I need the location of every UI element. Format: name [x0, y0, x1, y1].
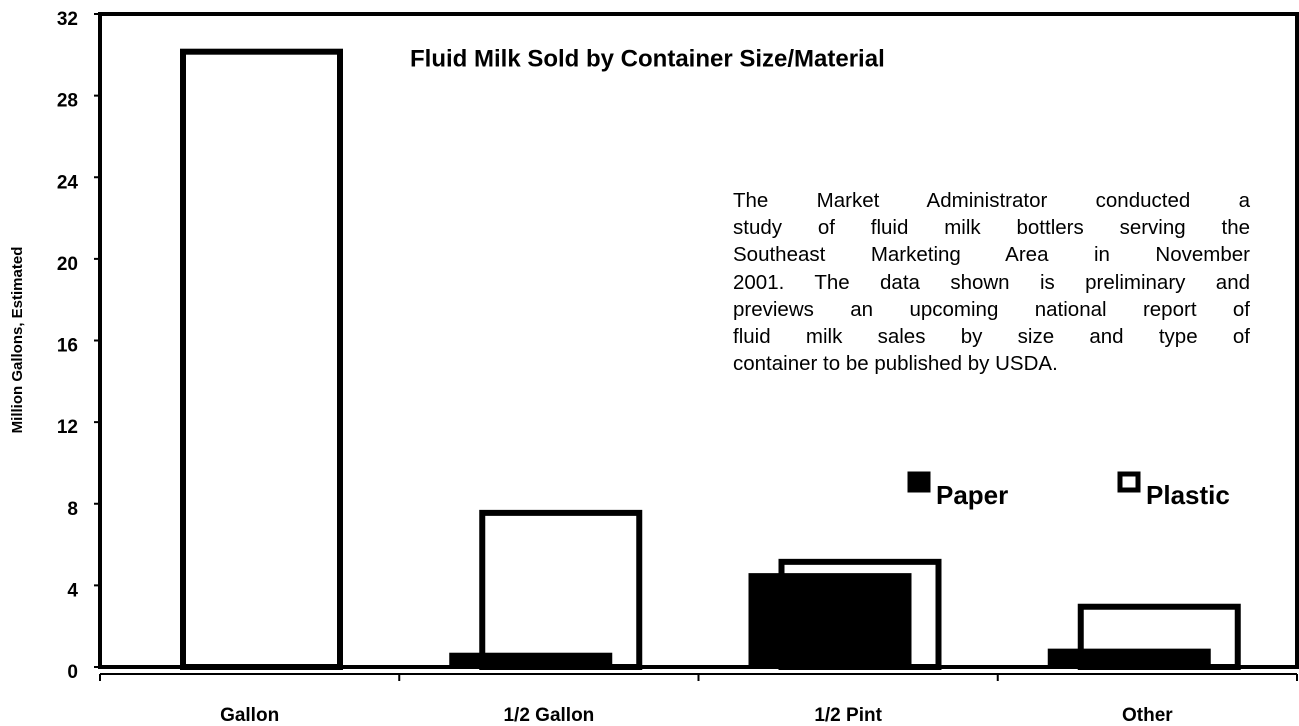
- legend-swatch: [907, 471, 931, 493]
- annotation-line: study of fluid milk bottlers serving the: [733, 216, 1250, 240]
- x-tick-label: Other: [1122, 705, 1173, 726]
- legend-label: Plastic: [1146, 480, 1230, 510]
- annotation-line: The Market Administrator conducted a: [733, 189, 1250, 212]
- legend-label: Paper: [936, 480, 1008, 510]
- bar: [180, 48, 343, 671]
- y-tick-label: 28: [57, 91, 78, 112]
- y-tick-label: 0: [67, 662, 78, 683]
- bar: [1047, 648, 1211, 667]
- x-tick-label: Gallon: [220, 705, 279, 726]
- y-tick-label: 12: [57, 417, 78, 438]
- annotation-line: 2001. The data shown is preliminary and: [733, 270, 1250, 294]
- annotation-line: container to be published by USDA.: [733, 352, 1058, 376]
- annotation-line: previews an upcoming national report of: [733, 297, 1250, 321]
- y-tick-label: 4: [67, 580, 78, 601]
- y-tick-label: 24: [57, 172, 79, 193]
- x-tick-label: 1/2 Gallon: [503, 705, 594, 726]
- bar: [449, 652, 613, 667]
- x-tick-label: 1/2 Pint: [814, 705, 882, 726]
- y-tick-label: 32: [57, 9, 78, 30]
- annotation-line: Southeast Marketing Area in November: [733, 243, 1250, 267]
- bar: [748, 573, 912, 667]
- chart-title: Fluid Milk Sold by Container Size/Materi…: [410, 45, 885, 72]
- y-axis-label: Million Gallons, Estimated: [9, 247, 26, 434]
- y-tick-label: 20: [57, 254, 78, 275]
- bar: [479, 509, 643, 671]
- annotation: The Market Administrator conducted a stud…: [733, 187, 1250, 377]
- annotation-line: fluid milk sales by size and type of: [733, 325, 1250, 349]
- y-tick-label: 16: [57, 336, 78, 357]
- y-tick-label: 8: [67, 499, 78, 520]
- legend-swatch: [1117, 471, 1141, 493]
